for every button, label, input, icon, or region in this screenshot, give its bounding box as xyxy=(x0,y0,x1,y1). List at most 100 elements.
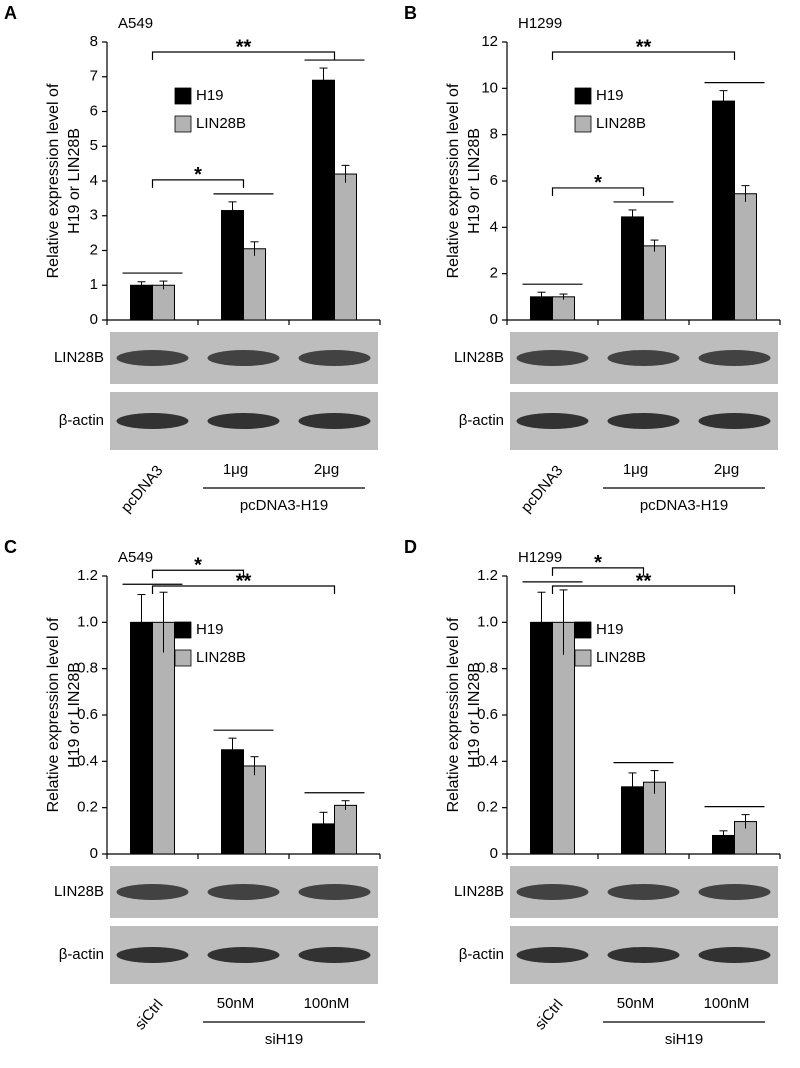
blot-band xyxy=(607,884,680,900)
x-tick-label: siCtrl xyxy=(132,996,167,1033)
error-bar xyxy=(319,811,328,836)
panel-letter: B xyxy=(404,3,417,23)
y-axis-label: H19 or LIN28B xyxy=(66,662,83,768)
x-tick-label: 1μg xyxy=(623,461,648,478)
significance-bracket xyxy=(151,51,336,60)
error-bar xyxy=(137,594,146,651)
x-tick-label: 100nM xyxy=(304,995,350,1012)
blot-band xyxy=(516,884,589,900)
error-bar xyxy=(250,241,259,256)
legend-label: LIN28B xyxy=(596,649,646,666)
y-axis-label: Relative expression level of xyxy=(45,83,62,278)
significance-bracket xyxy=(151,585,336,594)
y-tick-label: 1.2 xyxy=(477,567,498,584)
y-tick-label: 8 xyxy=(490,126,498,143)
significance-label: * xyxy=(594,172,602,194)
blot-band xyxy=(116,413,189,429)
y-tick-label: 6 xyxy=(90,102,98,119)
panel-title: A549 xyxy=(118,549,153,566)
error-bar xyxy=(650,239,659,252)
legend-label: H19 xyxy=(596,621,624,638)
legend-swatch xyxy=(574,649,592,667)
y-tick-label: 0.2 xyxy=(77,799,98,816)
y-tick-label: 0 xyxy=(490,845,498,862)
x-tick-label: 2μg xyxy=(714,461,739,478)
bar xyxy=(243,765,266,855)
blot-label: β-actin xyxy=(459,946,504,963)
significance-label: * xyxy=(594,552,602,574)
error-bar xyxy=(319,67,328,93)
bar xyxy=(221,749,244,855)
panel: D H1299 0 0.2 0.4 0.6 0.8 1.0 1.2 Relative expres… xyxy=(404,537,781,1048)
error-bar xyxy=(159,591,168,653)
bar xyxy=(334,804,357,855)
significance-label: ** xyxy=(636,570,652,592)
bar xyxy=(621,216,644,321)
group-label: pcDNA3-H19 xyxy=(240,497,328,514)
blot-band xyxy=(698,413,771,429)
blot-label: β-actin xyxy=(59,946,104,963)
significance-bracket xyxy=(151,569,245,579)
legend-swatch xyxy=(174,87,192,105)
significance-label: ** xyxy=(636,36,652,58)
y-axis-label: Relative expression level of xyxy=(45,617,62,812)
bar xyxy=(130,621,153,855)
blot-label: β-actin xyxy=(59,412,104,429)
legend-swatch xyxy=(174,621,192,639)
y-tick-label: 6 xyxy=(490,172,498,189)
blot-band xyxy=(207,884,280,900)
legend-swatch xyxy=(574,115,592,133)
panel-title: H1299 xyxy=(518,549,562,566)
bar xyxy=(152,284,175,321)
error-bar xyxy=(250,756,259,776)
legend-swatch xyxy=(574,87,592,105)
y-tick-label: 0.4 xyxy=(477,752,498,769)
legend-label: LIN28B xyxy=(196,115,246,132)
group-label: siH19 xyxy=(265,1031,303,1048)
blot-label: LIN28B xyxy=(454,883,504,900)
blot-band xyxy=(116,350,189,366)
x-tick-label: 100nM xyxy=(704,995,750,1012)
y-axis-label: Relative expression level of xyxy=(445,83,462,278)
y-tick-label: 0.8 xyxy=(77,660,98,677)
error-bar xyxy=(628,209,637,224)
y-tick-label: 10 xyxy=(481,79,498,96)
error-bar xyxy=(628,772,637,801)
legend-swatch xyxy=(174,649,192,667)
error-bar xyxy=(719,830,728,841)
x-tick-label: 50nM xyxy=(617,995,655,1012)
error-bar xyxy=(537,291,546,302)
error-bar xyxy=(159,280,168,290)
y-tick-label: 0.2 xyxy=(477,799,498,816)
bar xyxy=(334,173,357,321)
blot-band xyxy=(116,884,189,900)
y-tick-label: 0.8 xyxy=(477,660,498,677)
y-tick-label: 2 xyxy=(490,265,498,282)
blot-band xyxy=(207,413,280,429)
bar xyxy=(530,621,553,855)
bar xyxy=(221,210,244,321)
blot-label: LIN28B xyxy=(54,883,104,900)
blot-band xyxy=(207,350,280,366)
blot-label: β-actin xyxy=(459,412,504,429)
y-tick-label: 1.2 xyxy=(77,567,98,584)
blot-band xyxy=(298,884,371,900)
panel-letter: A xyxy=(4,3,17,23)
blot-band xyxy=(607,350,680,366)
y-tick-label: 5 xyxy=(90,137,98,154)
x-tick-label: 1μg xyxy=(223,461,248,478)
error-bar xyxy=(228,737,237,762)
panel-title: A549 xyxy=(118,15,153,32)
bar xyxy=(552,621,575,855)
blot-band xyxy=(516,350,589,366)
significance-bracket xyxy=(151,179,245,188)
bar xyxy=(552,296,575,321)
blot-label: LIN28B xyxy=(54,349,104,366)
y-axis-label: H19 or LIN28B xyxy=(66,128,83,234)
y-tick-label: 2 xyxy=(90,241,98,258)
x-tick-label: siCtrl xyxy=(532,996,567,1033)
panel-letter: C xyxy=(4,537,17,557)
error-bar xyxy=(341,800,350,810)
x-tick-label: 50nM xyxy=(217,995,255,1012)
bar xyxy=(712,100,735,321)
